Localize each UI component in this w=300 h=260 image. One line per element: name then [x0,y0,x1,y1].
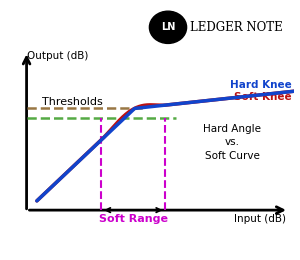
Text: Input (dB): Input (dB) [234,214,286,224]
Text: Soft Range: Soft Range [99,214,168,224]
Text: Thresholds: Thresholds [42,97,103,107]
Text: Hard Knee: Hard Knee [230,80,291,90]
Text: LN: LN [161,22,175,32]
Text: Output (dB): Output (dB) [27,51,88,61]
Text: Soft Knee: Soft Knee [234,92,291,102]
Text: Hard Angle
vs.
Soft Curve: Hard Angle vs. Soft Curve [203,124,261,160]
Text: LEDGER NOTE: LEDGER NOTE [190,21,283,34]
